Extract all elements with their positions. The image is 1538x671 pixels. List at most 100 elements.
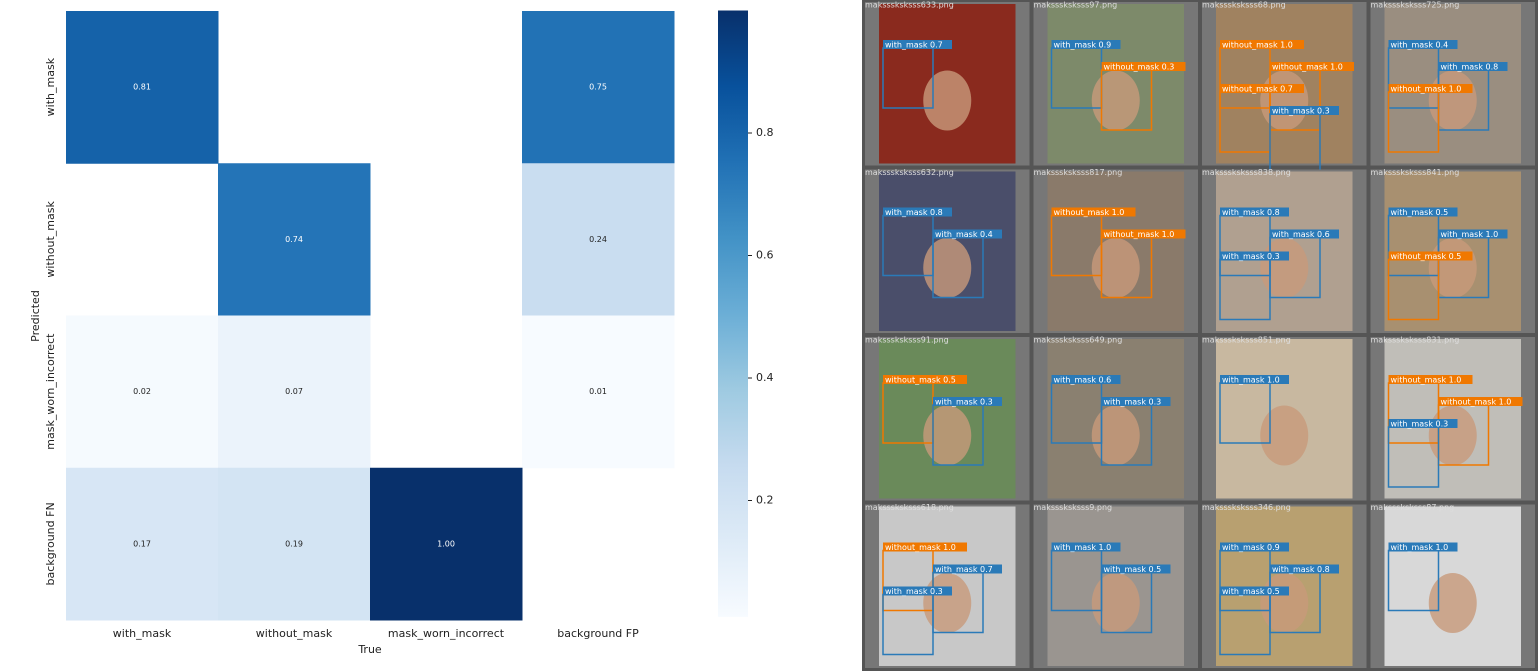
detection-tag <box>1388 40 1458 49</box>
detection-tag <box>933 229 1002 239</box>
detection-tag <box>1270 564 1339 574</box>
file-name: maksssksksss618.png <box>865 503 954 512</box>
face <box>1091 573 1140 633</box>
face <box>923 238 972 298</box>
detection-tag <box>1270 229 1339 239</box>
detection-label: with_mask 0.3 <box>935 398 993 407</box>
x-tick-label: with_mask <box>113 627 172 640</box>
detection-label: without_mask 1.0 <box>1441 398 1512 407</box>
detection-label: without_mask 1.0 <box>1054 208 1125 217</box>
file-name: maksssksksss817.png <box>1034 168 1123 177</box>
y-axis-label: Predicted <box>29 290 42 342</box>
detection-tag <box>1101 62 1186 71</box>
heatmap-cell <box>522 163 675 316</box>
detection-label: without_mask 1.0 <box>1391 376 1462 385</box>
detection-label: without_mask 0.3 <box>1104 63 1175 72</box>
x-tick-label: background FP <box>557 627 639 640</box>
x-tick-label: mask_worn_incorrect <box>388 627 505 640</box>
file-name: maksssksksss346.png <box>1202 503 1291 512</box>
detection-tag <box>1101 229 1186 239</box>
detection-label: with_mask 0.7 <box>885 41 943 50</box>
detection-tag <box>1220 207 1289 217</box>
detection-tag <box>883 375 967 384</box>
detection-label: without_mask 1.0 <box>1104 230 1175 239</box>
cell-label: 0.01 <box>589 387 607 396</box>
file-name: maksssksksss838.png <box>1202 168 1291 177</box>
detection-label: with_mask 0.3 <box>1104 398 1162 407</box>
detection-tag <box>883 207 952 217</box>
cell-label: 0.19 <box>285 539 303 548</box>
face <box>1428 573 1477 633</box>
heatmap-cell <box>66 11 219 164</box>
detection-tag <box>1220 586 1289 596</box>
face <box>1428 405 1477 466</box>
y-tick-label: background FN <box>44 502 57 585</box>
detection-label: with_mask 0.4 <box>935 230 993 239</box>
colorbar-tick-label: 0.4 <box>756 371 774 384</box>
face <box>1428 238 1477 298</box>
heatmap-cell <box>218 467 371 621</box>
detection-tag <box>1051 542 1121 552</box>
y-tick-label: mask_worn_incorrect <box>44 333 57 450</box>
heatmap-cell <box>218 315 371 469</box>
detection-tag <box>1270 62 1354 71</box>
detection-label: without_mask 0.5 <box>885 376 956 385</box>
file-name: maksssksksss725.png <box>1371 1 1460 10</box>
detection-tag <box>1388 542 1458 552</box>
face <box>923 405 972 466</box>
detection-label: with_mask 0.7 <box>935 565 993 574</box>
file-name: maksssksksss649.png <box>1034 336 1123 345</box>
file-name: maksssksksss841.png <box>1371 168 1460 177</box>
detection-tag <box>933 564 1002 574</box>
detection-tag <box>1220 84 1304 93</box>
detection-tag <box>1051 40 1121 49</box>
detection-label: without_mask 0.7 <box>1222 85 1293 94</box>
heatmap-cell <box>66 467 219 621</box>
detection-tag <box>1051 375 1121 384</box>
heatmap-cell <box>370 467 523 621</box>
cell-label: 0.24 <box>589 235 607 244</box>
cell-label: 0.07 <box>285 387 303 396</box>
detection-label: with_mask 0.3 <box>885 587 943 596</box>
face <box>1091 405 1140 466</box>
detection-label: with_mask 1.0 <box>1441 230 1499 239</box>
detection-tag <box>1388 251 1473 261</box>
detection-label: with_mask 0.6 <box>1272 230 1330 239</box>
detection-label: with_mask 0.9 <box>1222 543 1280 552</box>
colorbar-tick-label: 0.8 <box>756 126 774 139</box>
detection-tag <box>1220 251 1289 261</box>
face <box>1428 70 1477 131</box>
detection-label: with_mask 0.8 <box>1441 63 1499 72</box>
cell-label: 0.74 <box>285 235 303 244</box>
cell-label: 0.02 <box>133 387 151 396</box>
detection-label: with_mask 0.9 <box>1054 41 1112 50</box>
detection-label: with_mask 0.8 <box>1272 565 1330 574</box>
detection-label: with_mask 0.3 <box>1272 107 1330 116</box>
detection-tag <box>883 586 952 596</box>
detection-label: with_mask 0.8 <box>1222 208 1280 217</box>
x-tick-label: without_mask <box>256 627 333 640</box>
detection-label: with_mask 1.0 <box>1222 376 1280 385</box>
detection-label: with_mask 0.3 <box>1391 420 1449 429</box>
detection-tag <box>1438 397 1523 406</box>
detection-label: with_mask 0.4 <box>1391 41 1449 50</box>
heatmap-cell <box>522 315 675 469</box>
detection-tag <box>1220 542 1289 552</box>
file-name: maksssksksss851.png <box>1202 336 1291 345</box>
face <box>1091 238 1140 298</box>
face <box>1091 70 1140 131</box>
file-name: maksssksksss87.png <box>1371 503 1455 512</box>
detection-tag <box>1220 40 1304 49</box>
face <box>1260 405 1309 466</box>
detection-label: without_mask 1.0 <box>1222 41 1293 50</box>
file-name: maksssksksss68.png <box>1202 1 1286 10</box>
colorbar-tick-label: 0.6 <box>756 249 774 262</box>
detection-label: with_mask 0.5 <box>1391 208 1449 217</box>
file-name: maksssksksss91.png <box>865 336 949 345</box>
detection-tag <box>933 397 1002 406</box>
heatmap-cell <box>522 11 675 164</box>
cell-label: 1.00 <box>437 539 455 548</box>
detection-tag <box>883 542 967 552</box>
